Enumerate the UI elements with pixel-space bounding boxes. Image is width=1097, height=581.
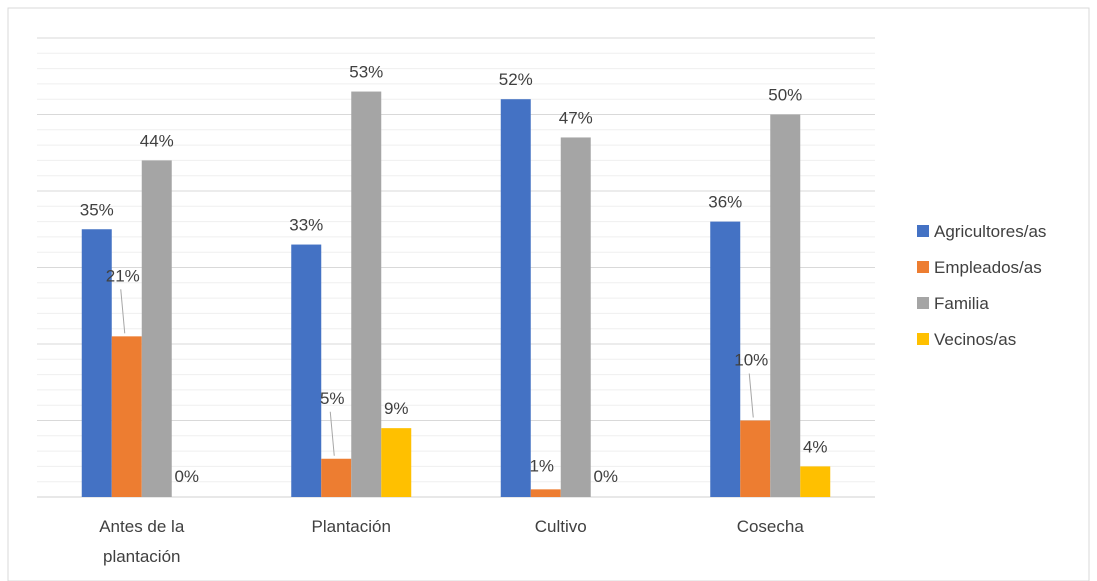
legend-swatch: [917, 333, 929, 345]
data-label: 0%: [174, 467, 199, 486]
data-label: 0%: [593, 467, 618, 486]
data-label: 50%: [768, 86, 802, 105]
data-label: 9%: [384, 399, 409, 418]
x-tick-label: Plantación: [312, 517, 391, 536]
legend-label: Empleados/as: [934, 258, 1042, 277]
bar: [500, 99, 531, 497]
x-tick-label: plantación: [103, 547, 181, 566]
data-label: 36%: [708, 193, 742, 212]
bar: [710, 221, 741, 497]
bar: [560, 137, 591, 497]
bar: [321, 458, 352, 497]
bar: [770, 114, 801, 497]
data-label: 35%: [80, 200, 114, 219]
bar: [111, 336, 142, 497]
x-axis-labels: Antes de la plantación Plantación Cultivo Co…: [99, 517, 804, 566]
data-label: 44%: [140, 131, 174, 150]
data-label: 1%: [529, 456, 554, 475]
leader-line: [120, 289, 126, 334]
bar: [740, 420, 771, 497]
data-label: 53%: [349, 63, 383, 82]
leader-lines: [120, 289, 754, 456]
bar: [141, 160, 172, 497]
x-tick-label: Antes de la: [99, 517, 185, 536]
data-label: 33%: [289, 216, 323, 235]
bars-group: [81, 91, 831, 498]
data-label: 52%: [499, 70, 533, 89]
data-label: 5%: [320, 389, 345, 408]
data-label: 10%: [734, 351, 768, 370]
legend-label: Vecinos/as: [934, 330, 1016, 349]
bar: [800, 466, 831, 497]
legend-swatch: [917, 297, 929, 309]
x-tick-label: Cultivo: [535, 517, 587, 536]
chart-border: [7, 7, 1090, 581]
bar: [291, 244, 322, 497]
data-label: 21%: [106, 266, 140, 285]
x-tick-label: Cosecha: [737, 517, 805, 536]
leader-line: [329, 411, 335, 456]
legend-label: Agricultores/as: [934, 222, 1046, 241]
data-label: 4%: [803, 437, 828, 456]
data-labels: 35% 33% 52% 36% 21% 5% 1% 10% 44% 53% 47% 50% 0% 9% 0%…: [80, 63, 828, 486]
legend-swatch: [917, 261, 929, 273]
legend-label: Familia: [934, 294, 989, 313]
bar: [530, 489, 561, 497]
bar: [351, 91, 382, 498]
legend-swatch: [917, 225, 929, 237]
bar: [381, 428, 412, 497]
legend: Agricultores/as Empleados/as Familia Vecino…: [917, 222, 1046, 349]
leader-line: [748, 373, 754, 418]
bar: [81, 229, 112, 497]
data-label: 47%: [559, 108, 593, 127]
